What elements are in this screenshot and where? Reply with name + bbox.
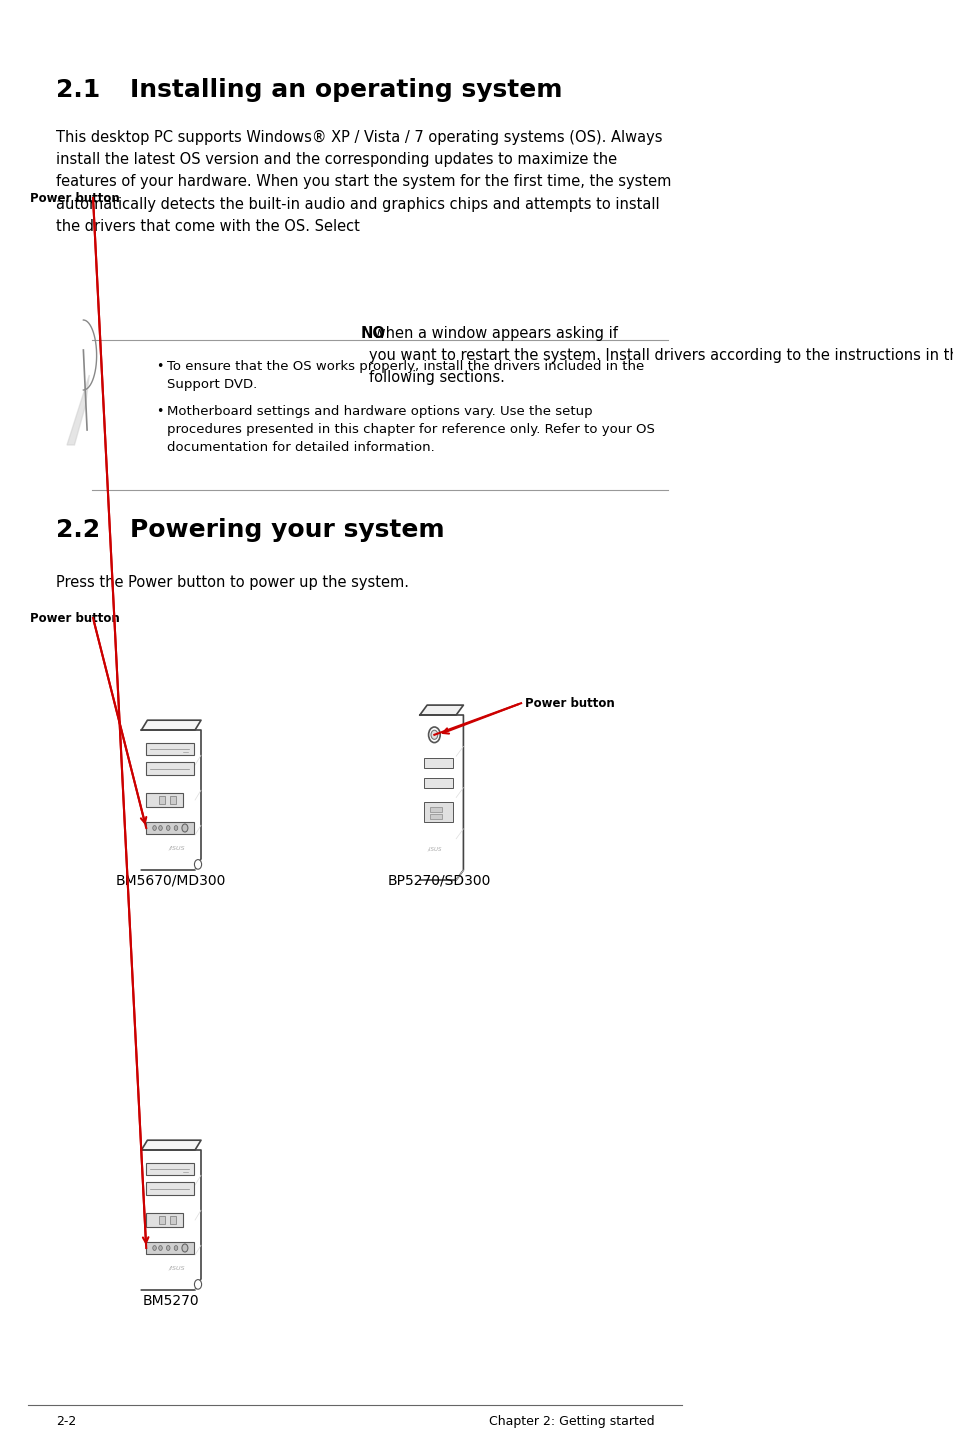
Text: •: • (156, 406, 164, 418)
Polygon shape (170, 1215, 175, 1224)
Circle shape (152, 825, 156, 830)
Circle shape (174, 825, 177, 830)
Polygon shape (67, 375, 90, 444)
Text: 2.2: 2.2 (56, 518, 100, 542)
Text: 2.1: 2.1 (56, 78, 100, 102)
Polygon shape (429, 814, 441, 820)
Circle shape (174, 1245, 177, 1251)
Polygon shape (146, 1242, 193, 1254)
Polygon shape (146, 1214, 183, 1227)
Text: To ensure that the OS works properly, install the drivers included in the
Suppor: To ensure that the OS works properly, in… (168, 360, 644, 391)
Circle shape (158, 1245, 162, 1251)
Circle shape (431, 731, 437, 739)
Circle shape (194, 1280, 201, 1290)
Polygon shape (423, 778, 453, 788)
Polygon shape (141, 1150, 201, 1290)
Polygon shape (423, 758, 453, 768)
Polygon shape (141, 720, 201, 731)
Polygon shape (423, 802, 453, 823)
Text: Motherboard settings and hardware options vary. Use the setup
procedures present: Motherboard settings and hardware option… (168, 406, 655, 454)
Circle shape (166, 825, 170, 830)
Polygon shape (429, 807, 441, 812)
Polygon shape (146, 762, 193, 775)
Text: Chapter 2: Getting started: Chapter 2: Getting started (488, 1415, 654, 1428)
Text: Installing an operating system: Installing an operating system (131, 78, 562, 102)
Polygon shape (159, 1215, 165, 1224)
Circle shape (152, 1245, 156, 1251)
Polygon shape (159, 795, 165, 804)
Text: when a window appears asking if
you want to restart the system. Install drivers : when a window appears asking if you want… (369, 326, 953, 385)
Text: Power button: Power button (30, 611, 119, 624)
Polygon shape (419, 715, 463, 880)
Polygon shape (146, 823, 193, 834)
Text: •: • (156, 360, 164, 372)
Circle shape (158, 825, 162, 830)
Text: Power button: Power button (30, 191, 119, 204)
Text: BM5270: BM5270 (143, 1294, 199, 1309)
Circle shape (182, 824, 188, 833)
Text: This desktop PC supports Windows® XP / Vista / 7 operating systems (OS). Always
: This desktop PC supports Windows® XP / V… (56, 129, 671, 234)
Text: BP5270/SD300: BP5270/SD300 (387, 874, 491, 889)
Circle shape (166, 1245, 170, 1251)
Polygon shape (146, 1162, 193, 1175)
Text: NO: NO (360, 326, 386, 341)
Text: Powering your system: Powering your system (131, 518, 444, 542)
Polygon shape (141, 1140, 201, 1150)
Polygon shape (170, 795, 175, 804)
Text: /ISUS: /ISUS (427, 847, 441, 851)
Circle shape (428, 728, 439, 742)
Polygon shape (146, 1182, 193, 1195)
Text: BM5670/MD300: BM5670/MD300 (116, 874, 226, 889)
Text: /ISUS: /ISUS (169, 1265, 185, 1270)
Text: 2-2: 2-2 (56, 1415, 76, 1428)
Polygon shape (141, 731, 201, 870)
Polygon shape (419, 705, 463, 715)
Text: Press the Power button to power up the system.: Press the Power button to power up the s… (56, 575, 409, 590)
Circle shape (194, 860, 201, 869)
Text: /ISUS: /ISUS (169, 846, 185, 850)
Polygon shape (146, 792, 183, 807)
Polygon shape (146, 742, 193, 755)
Circle shape (182, 1244, 188, 1252)
Text: Power button: Power button (524, 696, 614, 710)
